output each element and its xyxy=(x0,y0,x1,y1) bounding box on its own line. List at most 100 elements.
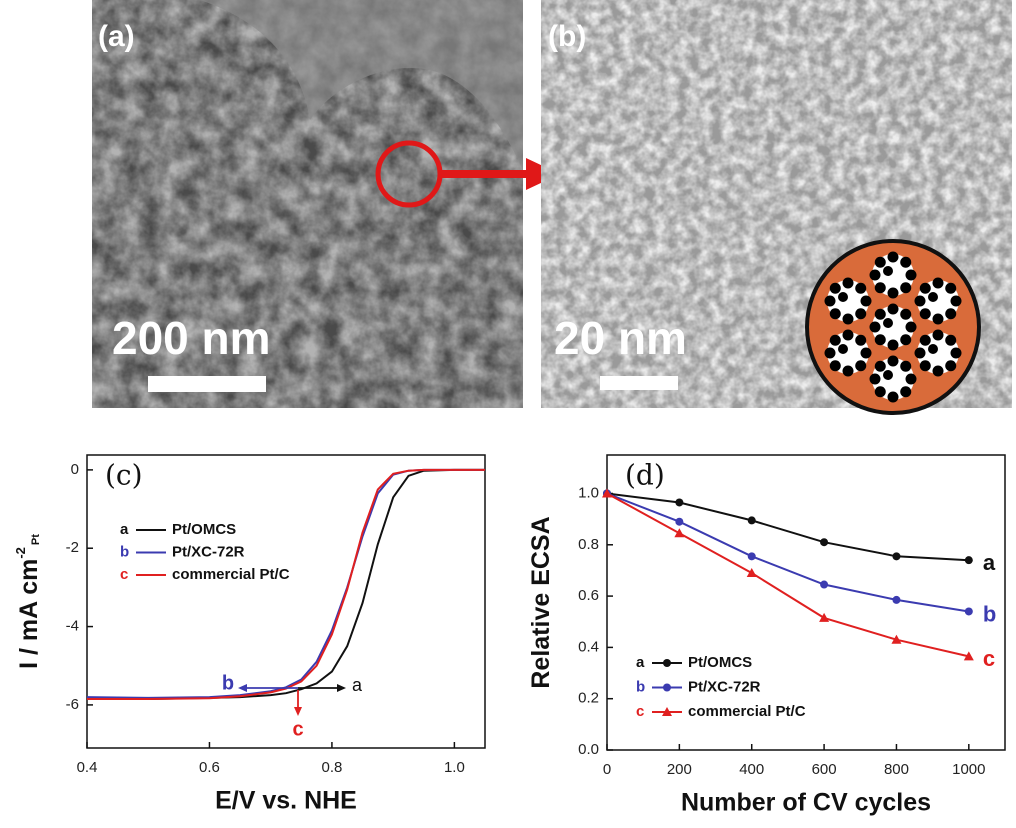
x-axis-title: Number of CV cycles xyxy=(681,789,931,817)
data-point xyxy=(746,568,757,577)
x-tick-label: 0.8 xyxy=(321,759,342,776)
legend-marker xyxy=(663,683,671,692)
data-point xyxy=(892,552,901,561)
y-axis-title: Relative ECSA xyxy=(527,516,555,688)
y-axis-title-sup: -2 xyxy=(13,547,28,559)
particle xyxy=(932,313,944,325)
particle xyxy=(874,308,886,320)
panel-label: (d) xyxy=(625,459,665,492)
x-tick-label: 0.6 xyxy=(199,759,220,776)
particle xyxy=(874,360,886,372)
particle xyxy=(883,318,893,328)
legend-letter: b xyxy=(120,543,129,560)
series-line xyxy=(606,492,969,613)
particle xyxy=(928,344,938,354)
particle xyxy=(950,347,962,359)
particle xyxy=(855,334,867,346)
annotation-arrow-head xyxy=(294,707,302,716)
y-tick-label: 1.0 xyxy=(578,484,599,501)
particle xyxy=(824,295,836,307)
particle xyxy=(919,308,931,320)
x-tick-label: 600 xyxy=(812,761,837,778)
particle xyxy=(950,295,962,307)
legend-label: Pt/OMCS xyxy=(172,521,236,538)
x-axis-title: E/V vs. NHE xyxy=(215,787,357,815)
particle xyxy=(945,360,957,372)
series-line xyxy=(87,468,485,700)
panel-a: (a) 200 nm xyxy=(92,0,560,408)
particle xyxy=(900,282,912,294)
particle xyxy=(905,373,917,385)
scale-bar xyxy=(148,376,266,392)
particle xyxy=(874,256,886,268)
particle xyxy=(869,269,881,281)
particle xyxy=(842,329,854,341)
data-point xyxy=(892,595,901,604)
panel-b: (b) 20 nm xyxy=(541,0,1012,415)
particle xyxy=(887,303,899,315)
data-point xyxy=(820,538,829,547)
y-axis-title-sub: Pt xyxy=(30,534,42,545)
particle xyxy=(932,365,944,377)
data-point xyxy=(819,612,830,622)
panel-label: (a) xyxy=(98,20,135,53)
y-tick-label: -2 xyxy=(66,539,79,556)
particle xyxy=(932,277,944,289)
particle xyxy=(900,360,912,372)
data-point xyxy=(964,556,973,565)
legend-letter: c xyxy=(120,566,128,583)
data-point xyxy=(675,517,684,526)
annotation: c xyxy=(292,718,303,740)
particle xyxy=(900,256,912,268)
annotation-arrow-head xyxy=(337,684,346,692)
data-point xyxy=(747,516,756,525)
scale-label: 200 nm xyxy=(112,312,271,364)
background-region xyxy=(92,0,523,170)
particle xyxy=(932,329,944,341)
x-tick-label: 200 xyxy=(667,761,692,778)
legend-marker xyxy=(663,659,671,667)
particle xyxy=(829,360,841,372)
particle xyxy=(842,365,854,377)
particle xyxy=(874,334,886,346)
legend-letter: a xyxy=(636,654,645,671)
particle xyxy=(914,295,926,307)
particle xyxy=(824,347,836,359)
particle xyxy=(887,251,899,263)
particle xyxy=(842,313,854,325)
y-tick-label: 0 xyxy=(71,461,79,478)
particle xyxy=(945,334,957,346)
data-point xyxy=(964,607,973,616)
particle xyxy=(883,266,893,276)
end-label: b xyxy=(983,601,996,626)
particle xyxy=(900,386,912,398)
annotation: b xyxy=(222,672,234,694)
particle xyxy=(838,292,848,302)
particle xyxy=(855,308,867,320)
particle xyxy=(928,292,938,302)
legend-letter: a xyxy=(120,521,129,538)
data-point xyxy=(602,488,612,498)
particle xyxy=(855,282,867,294)
particle xyxy=(874,282,886,294)
particle xyxy=(887,339,899,351)
y-tick-label: 0.4 xyxy=(578,638,599,655)
particle xyxy=(900,334,912,346)
particle xyxy=(945,308,957,320)
x-tick-label: 0.4 xyxy=(77,759,98,776)
particle xyxy=(914,347,926,359)
particle xyxy=(829,282,841,294)
scale-label: 20 nm xyxy=(554,312,687,364)
particle xyxy=(945,282,957,294)
particle xyxy=(883,370,893,380)
particle xyxy=(887,287,899,299)
panel-label: (b) xyxy=(548,20,586,53)
particle xyxy=(860,295,872,307)
y-axis-title: I / mA cm-2Pt xyxy=(13,534,42,669)
legend-letter: b xyxy=(636,678,645,695)
series-line xyxy=(86,468,485,699)
data-point xyxy=(674,528,685,538)
particle xyxy=(900,308,912,320)
particle xyxy=(838,344,848,354)
